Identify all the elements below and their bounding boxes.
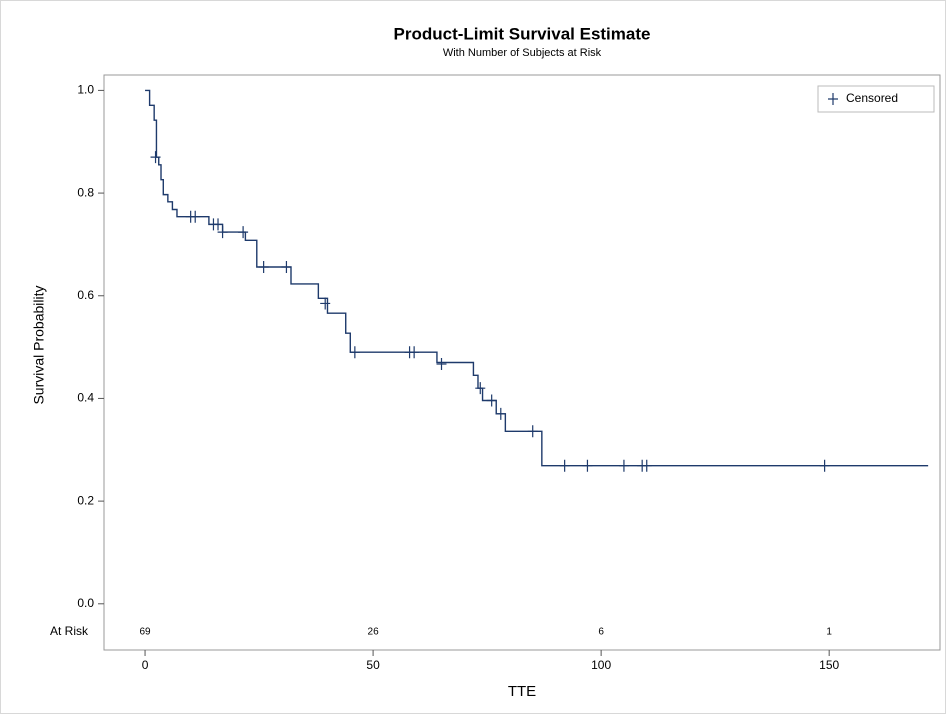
y-tick-label: 0.4 <box>77 391 94 405</box>
legend-marker <box>828 93 838 105</box>
y-tick-label: 0.2 <box>77 493 94 507</box>
censored-mark <box>217 226 228 239</box>
censored-mark <box>527 425 538 438</box>
plot-frame <box>103 74 941 651</box>
censored-mark <box>190 210 201 223</box>
censored-mark <box>495 407 506 420</box>
censored-mark <box>150 151 161 164</box>
x-tick-label: 100 <box>591 658 611 672</box>
censored-mark <box>436 358 447 371</box>
x-tick-label: 50 <box>366 658 380 672</box>
y-axis-label: Survival Probability <box>31 285 47 404</box>
y-tick-label: 0.8 <box>77 185 94 199</box>
legend-label: Censored <box>846 91 898 105</box>
at-risk-count: 6 <box>598 627 604 638</box>
chart-title: Product-Limit Survival Estimate <box>394 24 651 43</box>
x-tick-label: 0 <box>142 658 149 672</box>
censored-mark <box>349 346 360 359</box>
at-risk-count: 1 <box>826 627 832 638</box>
censored-mark <box>281 261 292 274</box>
x-axis-label: TTE <box>508 683 536 700</box>
censored-mark <box>559 459 570 472</box>
y-tick-label: 0.0 <box>77 596 94 610</box>
censored-mark <box>819 459 830 472</box>
censored-mark <box>618 459 629 472</box>
chart-subtitle: With Number of Subjects at Risk <box>443 47 602 59</box>
y-tick-label: 1.0 <box>77 83 94 97</box>
censored-mark <box>409 346 420 359</box>
x-tick-label: 150 <box>819 658 839 672</box>
censored-mark <box>582 459 593 472</box>
censored-mark <box>238 226 249 239</box>
y-tick-label: 0.6 <box>77 288 94 302</box>
censored-mark <box>320 297 331 310</box>
censored-mark <box>475 382 486 395</box>
censored-mark <box>213 218 224 231</box>
censored-mark <box>486 394 497 407</box>
censored-mark <box>258 261 269 274</box>
censored-mark <box>641 459 652 472</box>
at-risk-count: 26 <box>368 627 380 638</box>
at-risk-count: 69 <box>139 627 151 638</box>
at-risk-label: At Risk <box>50 624 89 638</box>
